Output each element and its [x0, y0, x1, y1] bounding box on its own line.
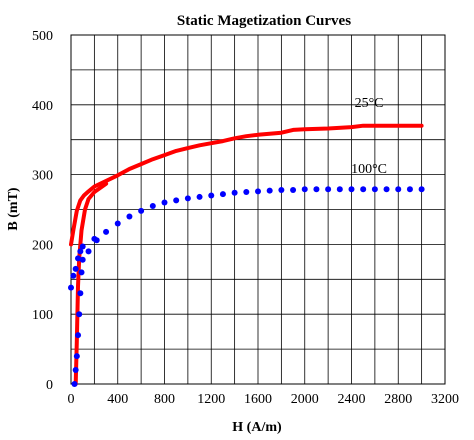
series-point: [138, 207, 145, 214]
series-point: [418, 186, 425, 193]
y-tick-label: 200: [32, 238, 53, 253]
x-tick-label: 2800: [384, 392, 412, 407]
series-point: [243, 189, 250, 196]
series-point: [73, 353, 80, 360]
series-red: [69, 123, 424, 386]
series-point: [325, 186, 332, 193]
series-point: [371, 186, 378, 193]
series-label: 25°C: [355, 96, 384, 111]
series-point: [72, 367, 79, 374]
plot-area: 0 400 800 1200 1600 2000 2400 2800 3200 0 100 200 3…: [32, 29, 459, 407]
plot-frame: [70, 34, 446, 385]
series-point: [72, 265, 79, 272]
series-point: [184, 195, 191, 202]
series-point: [77, 248, 84, 255]
series-point: [76, 311, 83, 318]
series-point: [93, 237, 100, 244]
x-axis-label: H (A/m): [232, 420, 282, 435]
series-point: [313, 186, 320, 193]
series-point: [301, 186, 308, 193]
series-point: [336, 186, 343, 193]
series-point: [71, 381, 78, 387]
series-initial-curve: [73, 181, 109, 386]
series-point: [219, 191, 226, 198]
series-point: [255, 188, 261, 195]
x-tick-label: 2400: [338, 392, 366, 407]
series-point: [173, 197, 180, 204]
series-point: [75, 255, 82, 262]
series-point: [149, 203, 156, 210]
y-tick-label: 0: [46, 378, 53, 393]
series-point: [85, 248, 92, 255]
series-point: [196, 193, 203, 200]
series-point: [79, 243, 86, 250]
series-point: [208, 192, 215, 199]
series-point: [360, 186, 367, 193]
series-point: [75, 332, 82, 339]
x-tick-labels: 0 400 800 1200 1600 2000 2400 2800 3200: [68, 392, 460, 407]
series-point: [383, 186, 390, 193]
series-layer: [68, 123, 425, 387]
series-line: [69, 123, 424, 247]
y-axis-label: B (mT): [6, 187, 21, 231]
series-point: [406, 186, 413, 193]
x-tick-label: 0: [68, 392, 75, 407]
series-point: [103, 228, 110, 235]
x-tick-label: 400: [107, 392, 128, 407]
chart-title: Static Magetization Curves: [177, 13, 351, 29]
y-tick-label: 300: [32, 169, 53, 184]
series-point: [126, 213, 133, 220]
series-point: [278, 186, 285, 193]
y-tick-label: 400: [32, 99, 53, 114]
series-point: [231, 189, 238, 196]
series-point: [348, 186, 355, 193]
series-point: [70, 272, 77, 279]
x-tick-label: 800: [154, 392, 175, 407]
series-point: [78, 269, 85, 276]
series-point: [290, 186, 297, 193]
y-tick-label: 100: [32, 308, 53, 323]
series-point: [395, 186, 402, 193]
series-point: [68, 284, 74, 291]
series-point: [266, 187, 273, 194]
series-labels: 25°C 100°C: [351, 96, 387, 177]
x-tick-label: 1200: [197, 392, 225, 407]
series-point: [161, 199, 168, 206]
series-label: 100°C: [351, 162, 387, 177]
grid: [71, 35, 445, 384]
series-point: [79, 256, 86, 263]
x-tick-label: 3200: [431, 392, 459, 407]
series-point: [114, 220, 121, 227]
series-blue: [68, 186, 425, 387]
y-tick-labels: 0 100 200 300 400 500: [32, 29, 53, 393]
series-point: [77, 290, 84, 297]
x-tick-label: 2000: [291, 392, 319, 407]
y-tick-label: 500: [32, 29, 53, 44]
x-tick-label: 1600: [244, 392, 272, 407]
